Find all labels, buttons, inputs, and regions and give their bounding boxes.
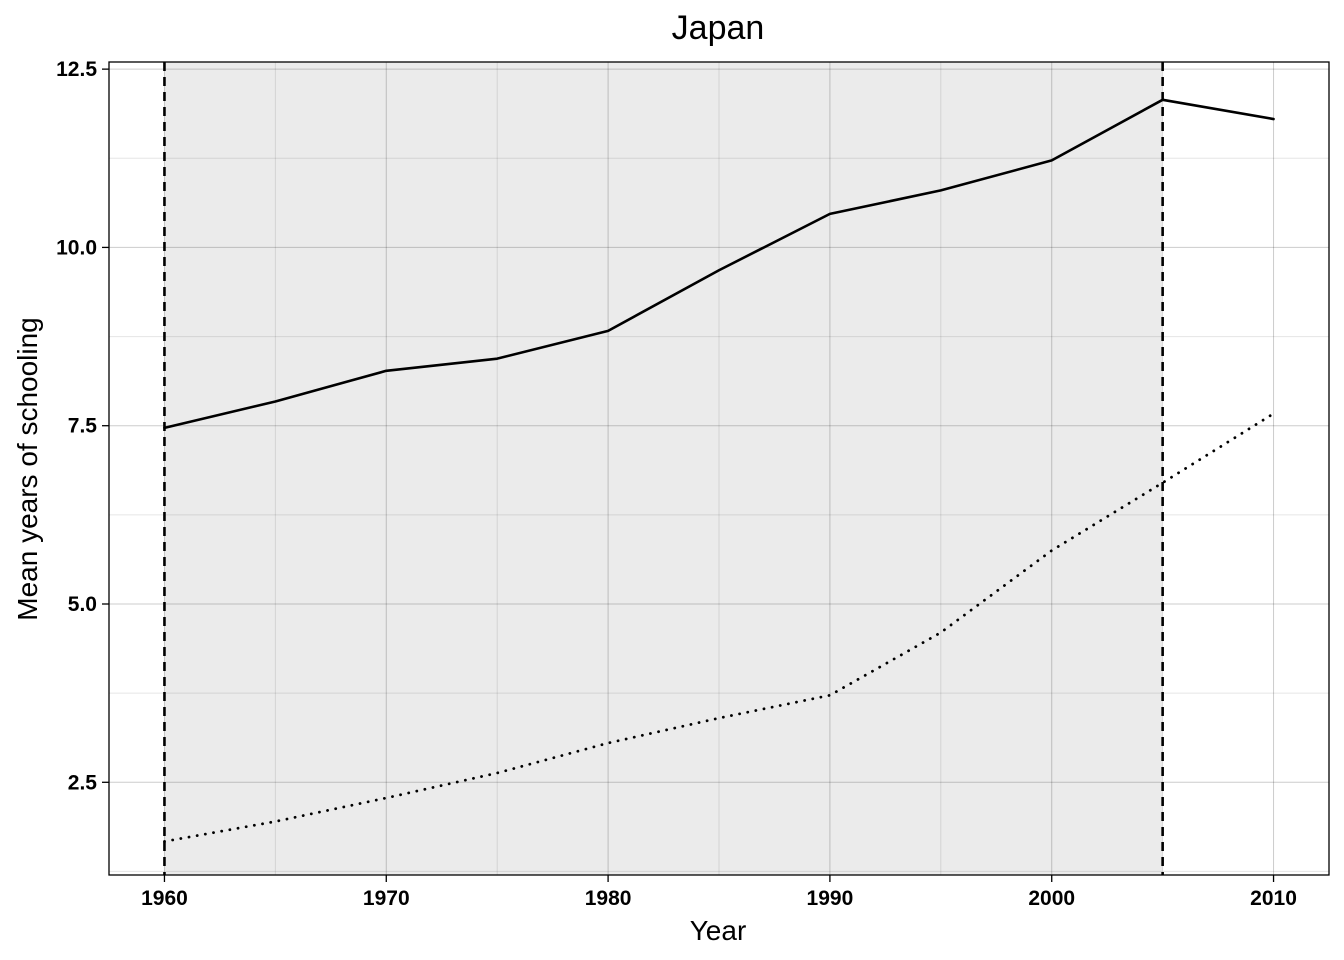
- y-tick-label: 12.5: [56, 58, 97, 81]
- series-lines: [163, 98, 1275, 843]
- x-tick-label: 1990: [807, 887, 854, 910]
- x-tick-label: 1970: [363, 887, 410, 910]
- y-tick-label: 2.5: [68, 771, 98, 794]
- y-tick-label: 7.5: [68, 415, 98, 438]
- x-tick-label: 2010: [1250, 887, 1297, 910]
- plot-border: [108, 61, 1330, 876]
- y-tick-label: 5.0: [68, 593, 97, 616]
- axes: 1960 1970 1980 1990 2000 2010 2.5 5.0 7.5 10.0 12.…: [56, 58, 1330, 910]
- plot-background: [164, 62, 1163, 875]
- shaded-region: [164, 62, 1163, 875]
- x-tick-label: 2000: [1028, 887, 1075, 910]
- chart-title: Japan: [672, 9, 765, 47]
- x-tick-label: 1980: [585, 887, 632, 910]
- solid-series-line: [163, 98, 1275, 430]
- y-axis-title: Mean years of schooling: [12, 317, 43, 621]
- y-tick-label: 10.0: [56, 236, 97, 259]
- x-tick-label: 1960: [141, 887, 188, 910]
- x-axis-title: Year: [690, 915, 747, 946]
- reference-lines: [163, 62, 1164, 875]
